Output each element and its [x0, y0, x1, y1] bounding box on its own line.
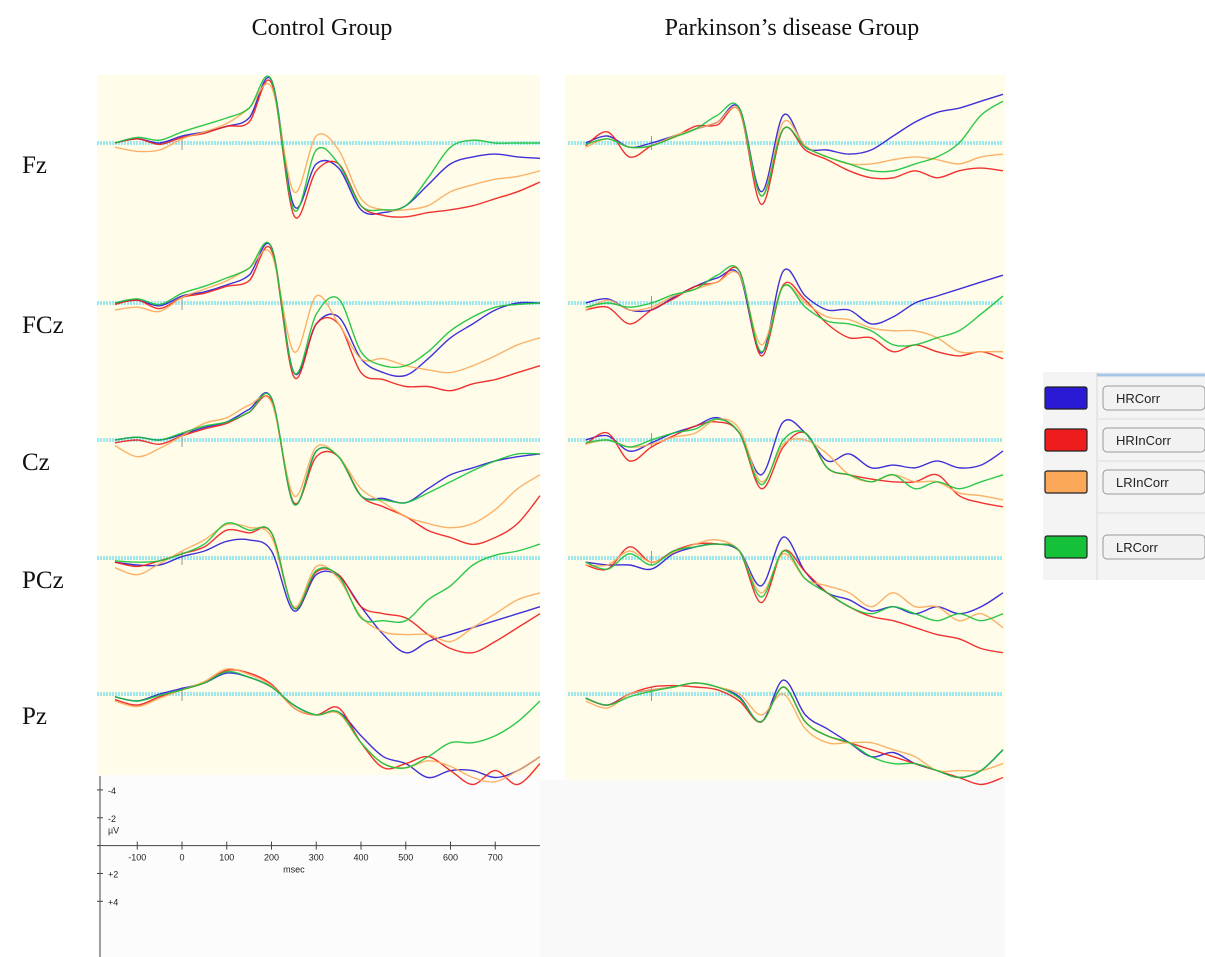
erp-line — [585, 543, 1004, 622]
y-axis-label: µV — [108, 826, 119, 836]
legend-swatch — [1044, 386, 1088, 410]
legend-button — [1102, 427, 1205, 453]
erp-line — [114, 538, 541, 654]
legend-label: HRInCorr — [1116, 433, 1172, 448]
x-tick-label: 600 — [443, 853, 458, 863]
legend-swatch — [1044, 535, 1088, 559]
x-tick-label: 100 — [219, 853, 234, 863]
electrode-label: Cz — [22, 449, 50, 476]
erp-line — [114, 522, 541, 623]
erp-line — [114, 392, 541, 506]
y-tick-label: +2 — [108, 869, 118, 879]
x-tick-label: 0 — [180, 853, 185, 863]
x-tick-label: 200 — [264, 853, 279, 863]
x-tick-label: 300 — [309, 853, 324, 863]
legend-swatch — [1044, 470, 1088, 494]
group-title: Control Group — [252, 15, 393, 41]
erp-line — [114, 395, 541, 529]
legend-label: LRInCorr — [1116, 475, 1169, 490]
erp-line — [114, 241, 541, 375]
x-tick-label: 700 — [488, 853, 503, 863]
erp-line — [585, 416, 1004, 476]
erp-line — [585, 420, 1004, 508]
electrode-label: Pz — [22, 703, 47, 730]
x-tick-label: 500 — [398, 853, 413, 863]
group-title: Parkinson’s disease Group — [665, 15, 920, 41]
legend-swatch — [1044, 428, 1088, 452]
erp-line — [114, 83, 541, 212]
erp-line — [114, 249, 541, 374]
x-tick-label: 400 — [353, 853, 368, 863]
erp-line — [114, 75, 540, 212]
y-tick-label: -2 — [108, 814, 116, 824]
erp-line — [585, 538, 1004, 629]
erp-line — [585, 682, 1004, 779]
erp-line — [114, 395, 541, 546]
electrode-label: FCz — [22, 312, 64, 339]
erp-line — [585, 266, 1004, 360]
y-tick-label: -4 — [108, 786, 116, 796]
scale-background — [97, 775, 540, 957]
erp-line — [114, 523, 541, 643]
erp-line — [114, 246, 541, 392]
erp-line — [114, 670, 541, 769]
y-tick-label: +4 — [108, 897, 118, 907]
erp-line — [585, 418, 1004, 490]
erp-line — [585, 93, 1004, 193]
legend-button — [1102, 534, 1205, 560]
x-tick-label: -100 — [128, 853, 146, 863]
panel-background — [97, 75, 540, 785]
electrode-label: PCz — [22, 567, 64, 594]
x-axis-label: msec — [283, 865, 305, 875]
empty-background — [540, 780, 1005, 957]
legend-button — [1102, 385, 1205, 411]
electrode-label: Fz — [22, 152, 47, 179]
legend-button — [1102, 469, 1205, 495]
erp-line — [114, 76, 541, 215]
legend-label: HRCorr — [1116, 391, 1161, 406]
legend-label: LRCorr — [1116, 540, 1159, 555]
erp-line — [585, 265, 1004, 353]
erp-line — [585, 100, 1004, 197]
panel-background — [565, 75, 1005, 780]
